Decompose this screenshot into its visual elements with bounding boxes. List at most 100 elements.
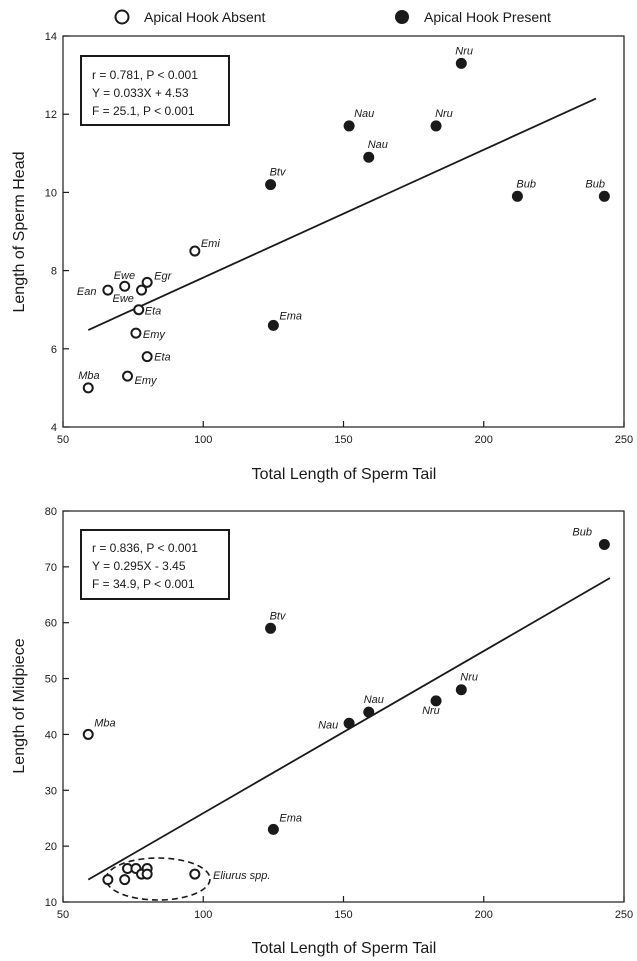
point-label: Bub <box>572 527 592 539</box>
data-point-hook-absent <box>119 874 131 886</box>
data-point-hook-present <box>511 190 523 202</box>
x-tick-label: 50 <box>57 909 69 921</box>
data-point-hook-absent <box>102 284 114 296</box>
point-label: Ewe <box>114 270 135 282</box>
stats-box: r = 0.781, P < 0.001 Y = 0.033X + 4.53 F… <box>80 55 230 126</box>
point-labels: Mba Btv Ema Nau Nau Nru Nru Bub <box>94 527 592 825</box>
data-point-hook-present <box>455 684 467 696</box>
regression-line <box>87 577 611 881</box>
data-point-hook-absent <box>133 304 145 316</box>
x-tick-label: 100 <box>194 434 212 446</box>
point-label: Nau <box>364 694 384 706</box>
y-tick-label: 10 <box>45 897 57 909</box>
data-point-hook-absent <box>141 868 153 880</box>
point-label: Mba <box>94 717 115 729</box>
data-point-hook-present <box>343 717 355 729</box>
point-label: Ewe <box>113 293 134 305</box>
data-point-hook-absent <box>189 868 201 880</box>
data-point-hook-present <box>267 319 279 331</box>
data-point-hook-absent <box>141 351 153 363</box>
point-label: Bub <box>516 178 536 190</box>
stats-line-1: r = 0.836, P < 0.001 <box>92 541 198 555</box>
data-points <box>82 539 610 886</box>
y-axis-label: Length of Sperm Head <box>11 152 28 313</box>
point-label: Emi <box>201 238 221 250</box>
y-axis-label: Length of Midpiece <box>11 638 28 773</box>
legend-present-label: Apical Hook Present <box>424 9 551 25</box>
y-tick-label: 40 <box>45 729 57 741</box>
point-label: Bub <box>585 178 605 190</box>
point-label: Nau <box>368 139 388 151</box>
x-tick-label: 250 <box>615 434 633 446</box>
x-tick-label: 250 <box>615 909 633 921</box>
point-label: Btv <box>270 167 287 179</box>
y-tick-label: 60 <box>45 618 57 630</box>
eliurus-group-annotation: Eliurus spp. <box>105 857 270 901</box>
point-label: Btv <box>270 610 287 622</box>
stats-box: r = 0.836, P < 0.001 Y = 0.295X - 3.45 F… <box>80 529 230 600</box>
legend-absent-label: Apical Hook Absent <box>144 9 266 25</box>
point-label: Nru <box>422 705 440 717</box>
point-label: Ema <box>279 812 302 824</box>
chart-head-vs-tail: 50 100 150 200 250 4 6 8 10 12 14 Mba Ean Ewe Emy Emy E… <box>11 31 633 483</box>
data-point-hook-absent <box>130 327 142 339</box>
data-point-hook-absent <box>102 874 114 886</box>
y-tick-label: 80 <box>45 506 57 518</box>
legend: Apical Hook Absent Apical Hook Present <box>114 9 551 25</box>
x-axis-label: Total Length of Sperm Tail <box>252 940 437 957</box>
data-point-hook-present <box>598 539 610 551</box>
data-point-hook-present <box>455 57 467 69</box>
eliurus-group-ellipse <box>105 857 211 901</box>
data-point-hook-absent <box>189 245 201 257</box>
data-point-hook-present <box>363 151 375 163</box>
stats-box-frame <box>80 529 230 600</box>
regression-line <box>87 97 597 331</box>
regression-line-path <box>87 577 611 881</box>
y-tick-label: 14 <box>45 31 57 43</box>
y-tick-label: 70 <box>45 562 57 574</box>
stats-box-frame <box>80 55 230 126</box>
stats-line-2: Y = 0.295X - 3.45 <box>92 559 186 573</box>
data-point-hook-absent <box>119 280 131 292</box>
data-point-hook-present <box>598 190 610 202</box>
y-tick-label: 20 <box>45 841 57 853</box>
stats-line-3: F = 34.9, P < 0.001 <box>92 577 195 591</box>
y-tick-label: 8 <box>51 266 57 278</box>
point-label: Nau <box>354 108 374 120</box>
legend-absent-marker <box>114 9 130 25</box>
point-label: Egr <box>154 270 172 282</box>
data-point-hook-absent <box>141 276 153 288</box>
data-point-hook-present <box>363 706 375 718</box>
data-point-hook-present <box>265 622 277 634</box>
data-point-hook-present <box>430 120 442 132</box>
data-point-hook-present <box>430 695 442 707</box>
point-label: Emy <box>143 329 167 341</box>
y-tick-label: 4 <box>51 422 57 434</box>
x-tick-label: 50 <box>57 434 69 446</box>
x-tick-label: 150 <box>334 909 352 921</box>
point-label: Eta <box>154 352 171 364</box>
x-axis-label: Total Length of Sperm Tail <box>252 466 437 483</box>
data-point-hook-absent <box>122 370 134 382</box>
y-tick-label: 12 <box>45 109 57 121</box>
data-points <box>82 57 610 394</box>
point-label: Nau <box>318 719 338 731</box>
stats-line-2: Y = 0.033X + 4.53 <box>92 86 189 100</box>
data-point-hook-present <box>267 823 279 835</box>
point-labels: Mba Ean Ewe Emy Emy Eta Ewe Egr Eta Emi Btv Ema Nau N… <box>77 45 605 387</box>
axis-ticks: 50 100 150 200 250 4 6 8 10 12 14 <box>45 31 633 446</box>
eliurus-group-label: Eliurus spp. <box>213 870 270 882</box>
axis-ticks: 50 100 150 200 250 10 20 30 40 50 60 70 80 <box>45 506 633 921</box>
data-point-hook-absent <box>82 728 94 740</box>
x-tick-label: 200 <box>475 434 493 446</box>
data-point-hook-present <box>343 120 355 132</box>
data-point-hook-absent <box>82 382 94 394</box>
data-point-hook-absent <box>136 284 148 296</box>
stats-line-1: r = 0.781, P < 0.001 <box>92 68 198 82</box>
y-tick-label: 6 <box>51 344 57 356</box>
data-point-hook-present <box>265 179 277 191</box>
x-tick-label: 200 <box>475 909 493 921</box>
point-label: Nru <box>435 108 453 120</box>
y-tick-label: 10 <box>45 187 57 199</box>
